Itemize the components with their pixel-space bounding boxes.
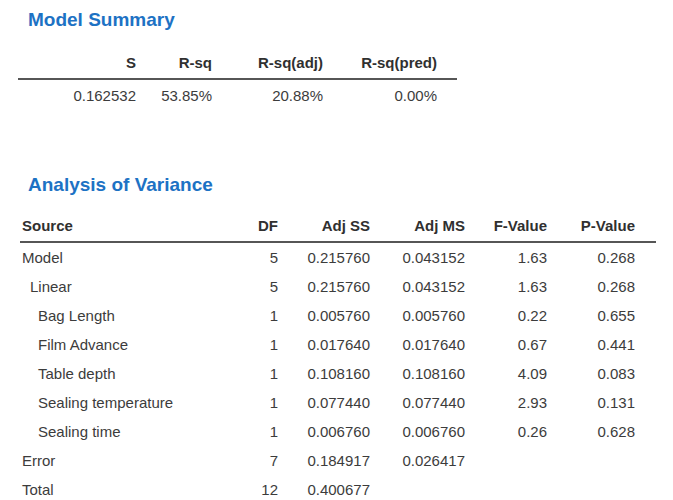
f-value-cell: 0.22 bbox=[465, 301, 547, 330]
row-pad bbox=[635, 446, 656, 475]
adj-ms-cell: 0.026417 bbox=[370, 446, 465, 475]
adj-ss-cell: 0.077440 bbox=[278, 388, 370, 417]
adj-ss-cell: 0.184917 bbox=[278, 446, 370, 475]
model-summary-table: S R-sq R-sq(adj) R-sq(pred) 0.162532 53.… bbox=[18, 54, 457, 103]
p-value-cell: 0.131 bbox=[547, 388, 635, 417]
adj-ms-cell: 0.006760 bbox=[370, 417, 465, 446]
source-cell: Bag Length bbox=[20, 301, 220, 330]
df-cell: 7 bbox=[220, 446, 278, 475]
anova-row-error: Error 7 0.184917 0.026417 bbox=[20, 446, 656, 475]
col-header-df: DF bbox=[220, 217, 278, 242]
source-cell: Sealing temperature bbox=[20, 388, 220, 417]
anova-table: Source DF Adj SS Adj MS F-Value P-Value … bbox=[20, 217, 656, 500]
df-cell: 1 bbox=[220, 388, 278, 417]
df-cell: 1 bbox=[220, 417, 278, 446]
source-cell: Table depth bbox=[20, 359, 220, 388]
anova-row-model: Model 5 0.215760 0.043152 1.63 0.268 bbox=[20, 242, 656, 272]
row-pad bbox=[437, 79, 457, 103]
rsq-adj-value: 20.88% bbox=[212, 79, 323, 103]
header-pad bbox=[437, 54, 457, 79]
df-cell: 1 bbox=[220, 301, 278, 330]
col-header-rsq: R-sq bbox=[136, 54, 212, 79]
source-cell: Model bbox=[20, 242, 220, 272]
df-cell: 5 bbox=[220, 242, 278, 272]
anova-title: Analysis of Variance bbox=[28, 173, 673, 197]
anova-row-sealing-time: Sealing time 1 0.006760 0.006760 0.26 0.… bbox=[20, 417, 656, 446]
adj-ss-cell: 0.108160 bbox=[278, 359, 370, 388]
adj-ms-cell: 0.005760 bbox=[370, 301, 465, 330]
df-cell: 12 bbox=[220, 475, 278, 500]
col-header-adj-ss: Adj SS bbox=[278, 217, 370, 242]
rsq-value: 53.85% bbox=[136, 79, 212, 103]
adj-ms-cell bbox=[370, 475, 465, 500]
source-cell: Error bbox=[20, 446, 220, 475]
row-pad bbox=[635, 388, 656, 417]
col-header-adj-ms: Adj MS bbox=[370, 217, 465, 242]
col-header-source: Source bbox=[20, 217, 220, 242]
row-pad bbox=[635, 242, 656, 272]
f-value-cell: 0.67 bbox=[465, 330, 547, 359]
p-value-cell bbox=[547, 475, 635, 500]
p-value-cell: 0.628 bbox=[547, 417, 635, 446]
df-cell: 1 bbox=[220, 359, 278, 388]
statistical-output-report: Model Summary S R-sq R-sq(adj) R-sq(pred… bbox=[0, 8, 673, 500]
adj-ss-cell: 0.215760 bbox=[278, 242, 370, 272]
adj-ms-cell: 0.043152 bbox=[370, 272, 465, 301]
adj-ss-cell: 0.400677 bbox=[278, 475, 370, 500]
p-value-cell: 0.268 bbox=[547, 242, 635, 272]
col-header-p-value: P-Value bbox=[547, 217, 635, 242]
adj-ss-cell: 0.215760 bbox=[278, 272, 370, 301]
header-pad bbox=[635, 217, 656, 242]
f-value-cell: 2.93 bbox=[465, 388, 547, 417]
rsq-pred-value: 0.00% bbox=[323, 79, 437, 103]
col-header-rsq-pred: R-sq(pred) bbox=[323, 54, 437, 79]
f-value-cell: 1.63 bbox=[465, 242, 547, 272]
row-pad bbox=[635, 475, 656, 500]
anova-header-row: Source DF Adj SS Adj MS F-Value P-Value bbox=[20, 217, 656, 242]
row-pad bbox=[635, 272, 656, 301]
p-value-cell: 0.655 bbox=[547, 301, 635, 330]
adj-ss-cell: 0.017640 bbox=[278, 330, 370, 359]
model-summary-value-row: 0.162532 53.85% 20.88% 0.00% bbox=[18, 79, 457, 103]
col-header-f-value: F-Value bbox=[465, 217, 547, 242]
f-value-cell bbox=[465, 446, 547, 475]
col-header-rsq-adj: R-sq(adj) bbox=[212, 54, 323, 79]
s-value: 0.162532 bbox=[18, 79, 136, 103]
p-value-cell bbox=[547, 446, 635, 475]
source-cell: Linear bbox=[20, 272, 220, 301]
adj-ms-cell: 0.077440 bbox=[370, 388, 465, 417]
anova-row-linear: Linear 5 0.215760 0.043152 1.63 0.268 bbox=[20, 272, 656, 301]
f-value-cell: 1.63 bbox=[465, 272, 547, 301]
adj-ms-cell: 0.108160 bbox=[370, 359, 465, 388]
row-pad bbox=[635, 301, 656, 330]
df-cell: 5 bbox=[220, 272, 278, 301]
anova-row-bag-length: Bag Length 1 0.005760 0.005760 0.22 0.65… bbox=[20, 301, 656, 330]
f-value-cell: 0.26 bbox=[465, 417, 547, 446]
row-pad bbox=[635, 417, 656, 446]
model-summary-title: Model Summary bbox=[28, 8, 673, 32]
adj-ss-cell: 0.006760 bbox=[278, 417, 370, 446]
df-cell: 1 bbox=[220, 330, 278, 359]
model-summary-header-row: S R-sq R-sq(adj) R-sq(pred) bbox=[18, 54, 457, 79]
adj-ms-cell: 0.017640 bbox=[370, 330, 465, 359]
anova-row-sealing-temperature: Sealing temperature 1 0.077440 0.077440 … bbox=[20, 388, 656, 417]
anova-row-film-advance: Film Advance 1 0.017640 0.017640 0.67 0.… bbox=[20, 330, 656, 359]
row-pad bbox=[635, 359, 656, 388]
adj-ss-cell: 0.005760 bbox=[278, 301, 370, 330]
p-value-cell: 0.083 bbox=[547, 359, 635, 388]
col-header-s: S bbox=[18, 54, 136, 79]
source-cell: Film Advance bbox=[20, 330, 220, 359]
p-value-cell: 0.441 bbox=[547, 330, 635, 359]
f-value-cell bbox=[465, 475, 547, 500]
source-cell: Total bbox=[20, 475, 220, 500]
row-pad bbox=[635, 330, 656, 359]
f-value-cell: 4.09 bbox=[465, 359, 547, 388]
anova-row-total: Total 12 0.400677 bbox=[20, 475, 656, 500]
anova-row-table-depth: Table depth 1 0.108160 0.108160 4.09 0.0… bbox=[20, 359, 656, 388]
adj-ms-cell: 0.043152 bbox=[370, 242, 465, 272]
p-value-cell: 0.268 bbox=[547, 272, 635, 301]
source-cell: Sealing time bbox=[20, 417, 220, 446]
